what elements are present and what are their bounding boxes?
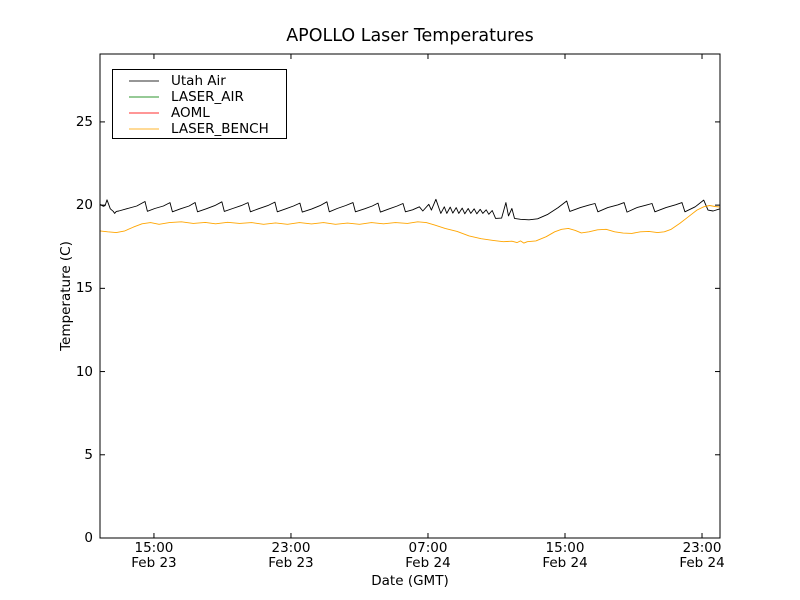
series-line-laser-bench — [99, 205, 721, 244]
legend-label-laser-air: LASER_AIR — [171, 89, 244, 105]
y-axis-label: Temperature (C) — [58, 241, 74, 351]
chart-title: APOLLO Laser Temperatures — [286, 26, 534, 46]
legend-line-sample-aoml — [129, 112, 159, 114]
legend-line-sample-laser-bench — [129, 128, 159, 130]
x-tick-label: 15:00 Feb 23 — [131, 540, 177, 571]
y-tick-label: 10 — [75, 363, 93, 380]
series-line-utah-air — [99, 198, 721, 221]
y-tick-label: 5 — [84, 446, 93, 463]
x-tick-label: 23:00 Feb 24 — [679, 540, 725, 571]
legend-label-laser-bench: LASER_BENCH — [171, 121, 269, 137]
y-tick-label: 20 — [75, 197, 93, 214]
legend: Utah Air LASER_AIR AOML LASER_BENCH — [112, 69, 287, 139]
x-tick-label: 23:00 Feb 23 — [268, 540, 314, 571]
legend-line-sample-utah-air — [129, 80, 159, 82]
y-tick-label: 0 — [84, 530, 93, 546]
legend-label-utah-air: Utah Air — [171, 73, 226, 89]
x-tick-label: 07:00 Feb 24 — [405, 540, 451, 571]
y-tick-label: 25 — [75, 113, 93, 130]
legend-row-laser-bench: LASER_BENCH — [113, 121, 286, 137]
x-tick-label: 15:00 Feb 24 — [542, 540, 588, 571]
legend-row-aoml: AOML — [113, 105, 286, 121]
x-axis-label: Date (GMT) — [371, 573, 449, 589]
legend-line-sample-laser-air — [129, 96, 159, 98]
legend-row-laser-air: LASER_AIR — [113, 89, 286, 105]
y-tick-label: 15 — [75, 280, 93, 297]
legend-row-utah-air: Utah Air — [113, 73, 286, 89]
plot-frame — [99, 53, 721, 539]
legend-label-aoml: AOML — [171, 105, 210, 121]
series-layer — [99, 198, 721, 244]
